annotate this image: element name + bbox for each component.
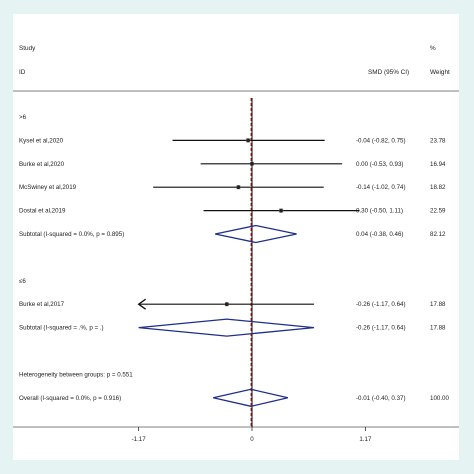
study-label: Kysel et al,2020 xyxy=(19,137,64,144)
study-weight: 18.82 xyxy=(430,184,446,191)
forest-plot-panel: Study ID SMD (95% CI) % Weight >6 Kysel e… xyxy=(13,14,459,460)
header-effect: SMD (95% CI) xyxy=(368,69,409,76)
study-effect-ci: 0.30 (-0.50, 1.11) xyxy=(356,208,403,215)
x-axis: -1.17 0 1.17 xyxy=(132,427,372,443)
header-study: Study xyxy=(19,45,36,52)
study-effect-ci: -0.26 (-1.17, 0.64) xyxy=(356,301,406,308)
pooled-effect-ci: -0.26 (-1.17, 0.64) xyxy=(356,325,406,332)
study-effect-ci: 0.00 (-0.53, 0.93) xyxy=(356,161,403,168)
point-estimate xyxy=(279,208,283,213)
point-estimate xyxy=(236,185,241,190)
subgroup-label: ≤6 xyxy=(19,278,26,285)
rows-layer: >6 Kysel et al,2020 -0.04 (-0.82, 0.75) 23.… xyxy=(19,98,449,427)
pooled-label: Overall (I-squared = 0.0%, p = 0.916) xyxy=(19,395,121,402)
pooled-effect-ci: -0.01 (-0.40, 0.37) xyxy=(356,395,406,402)
header-id: ID xyxy=(19,69,26,76)
study-weight: 22.59 xyxy=(430,208,446,215)
pooled-label: Subtotal (I-squared = 0.0%, p = 0.895) xyxy=(19,231,124,238)
subgroup-label: >6 xyxy=(19,114,27,121)
heterogeneity-note: Heterogeneity between groups: p = 0.551 xyxy=(19,371,133,378)
x-tick-label: 1.17 xyxy=(359,436,372,443)
study-effect-ci: -0.04 (-0.82, 0.75) xyxy=(356,137,406,144)
pooled-label: Subtotal (I-squared = .%, p = .) xyxy=(19,325,104,332)
point-estimate xyxy=(250,161,254,166)
study-label: Dostal et al,2019 xyxy=(19,208,66,215)
column-headers: Study ID SMD (95% CI) % Weight xyxy=(19,45,450,76)
study-label: Burke et al,2017 xyxy=(19,301,65,308)
pooled-weight: 82.12 xyxy=(430,231,446,238)
pooled-effect-ci: 0.04 (-0.38, 0.46) xyxy=(356,231,403,238)
pooled-diamond xyxy=(213,388,288,407)
study-effect-ci: -0.14 (-1.02, 0.74) xyxy=(356,184,406,191)
x-tick-label: 0 xyxy=(250,436,254,443)
forest-plot: Study ID SMD (95% CI) % Weight >6 Kysel e… xyxy=(13,45,459,443)
point-estimate xyxy=(246,138,251,143)
study-label: Burke et al,2020 xyxy=(19,161,65,168)
header-percent: % xyxy=(430,45,436,52)
pooled-diamond xyxy=(138,318,315,337)
study-label: McSwiney et al,2019 xyxy=(19,184,77,191)
pooled-weight: 100.00 xyxy=(430,395,449,402)
study-weight: 17.88 xyxy=(430,301,446,308)
study-weight: 23.78 xyxy=(430,137,446,144)
x-tick-label: -1.17 xyxy=(132,436,147,443)
header-weight: Weight xyxy=(430,69,450,76)
point-estimate xyxy=(224,302,229,307)
study-weight: 16.94 xyxy=(430,161,446,168)
pooled-diamond xyxy=(215,224,297,244)
ci-arrow-left xyxy=(137,298,147,310)
pooled-weight: 17.88 xyxy=(430,325,446,332)
